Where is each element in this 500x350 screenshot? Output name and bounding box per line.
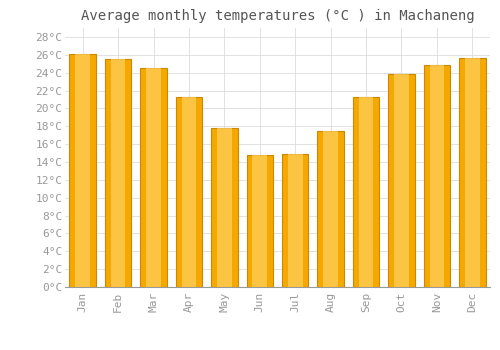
Bar bbox=[176, 97, 202, 287]
Title: Average monthly temperatures (°C ) in Machaneng: Average monthly temperatures (°C ) in Ma… bbox=[80, 9, 474, 23]
Bar bbox=[282, 154, 308, 287]
Bar bbox=[465, 58, 479, 287]
Bar bbox=[211, 128, 238, 287]
Bar bbox=[246, 155, 273, 287]
Bar bbox=[459, 58, 485, 287]
Bar bbox=[318, 131, 344, 287]
Bar bbox=[111, 59, 126, 287]
Bar bbox=[424, 65, 450, 287]
Bar bbox=[140, 68, 167, 287]
Bar bbox=[105, 59, 132, 287]
Bar bbox=[70, 54, 96, 287]
Bar bbox=[76, 54, 90, 287]
Bar bbox=[217, 128, 232, 287]
Bar bbox=[358, 97, 374, 287]
Bar bbox=[430, 65, 444, 287]
Bar bbox=[353, 97, 380, 287]
Bar bbox=[288, 154, 302, 287]
Bar bbox=[182, 97, 196, 287]
Bar bbox=[146, 68, 161, 287]
Bar bbox=[252, 155, 267, 287]
Bar bbox=[394, 75, 409, 287]
Bar bbox=[324, 131, 338, 287]
Bar bbox=[388, 75, 414, 287]
